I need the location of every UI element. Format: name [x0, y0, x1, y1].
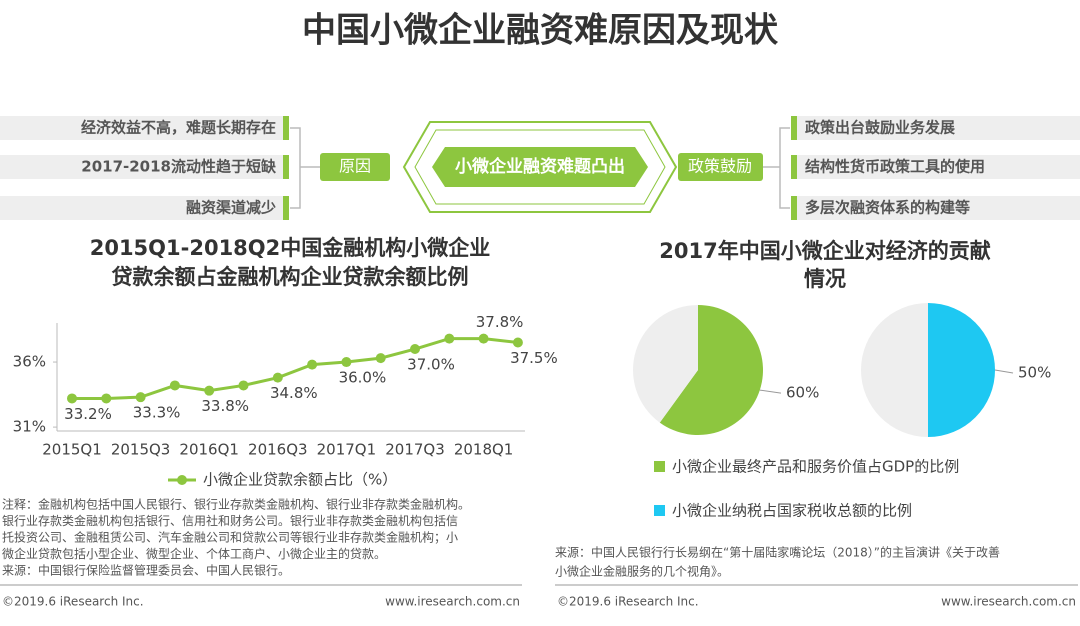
bracket [290, 127, 320, 209]
data-label: 50% [1018, 364, 1051, 382]
point [410, 344, 420, 355]
policy-marker [791, 196, 797, 220]
pie-slice [928, 303, 995, 437]
leader-line [759, 389, 782, 394]
copyright: ©2019.6 iResearch Inc. [557, 595, 699, 609]
center-hex-mid [414, 129, 666, 205]
center-hex-outer [402, 121, 678, 213]
chart-title: 2017年中国小微企业对经济的贡献 [659, 239, 990, 263]
line [72, 337, 519, 400]
data-label: 36.0% [339, 369, 387, 387]
cause-label-box [320, 153, 390, 181]
point [375, 353, 386, 364]
policy-text: 结构性货币政策工具的使用 [805, 158, 985, 176]
cause-marker [283, 155, 289, 179]
point [272, 372, 283, 383]
point [307, 359, 318, 370]
note: 微企业贷款包括小型企业、微型企业、个体工商户、小微企业主的贷款。 [2, 546, 386, 561]
chart-title: 2015Q1-2018Q2中国金融机构小微企业 [90, 236, 491, 260]
website: www.iresearch.com.cn [941, 595, 1076, 609]
note: 来源：中国银行保险监督管理委员会、中国人民银行。 [2, 563, 290, 578]
point [204, 385, 215, 396]
cause-text: 融资渠道减少 [186, 199, 276, 217]
bracket [763, 127, 790, 209]
x-tick-label: 2015Q1 [42, 441, 102, 459]
x-tick-label: 2017Q1 [317, 441, 377, 459]
legend-swatch [654, 461, 665, 472]
cause-bar [0, 155, 283, 179]
pie-slice [659, 305, 763, 435]
cause-text: 经济效益不高，难题长期存在 [81, 119, 276, 137]
y-tick-label: 36% [13, 353, 46, 371]
cause-marker [283, 196, 289, 220]
data-label: 33.3% [133, 404, 181, 422]
x-tick-label: 2016Q1 [179, 441, 239, 459]
point [101, 393, 112, 404]
policy-bar [797, 155, 1080, 179]
policy-bar [797, 116, 1080, 140]
x-tick-label: 2018Q1 [454, 441, 514, 459]
data-label: 37.5% [510, 349, 558, 367]
chart-title: 贷款余额占金融机构企业贷款余额比例 [112, 265, 469, 289]
point [512, 337, 523, 348]
point [135, 392, 146, 403]
data-label: 34.8% [270, 384, 318, 402]
legend-swatch [654, 505, 665, 516]
x-tick-label: 2016Q3 [248, 441, 308, 459]
data-label: 37.8% [476, 313, 524, 331]
legend-text: 小微企业纳税占国家税收总额的比例 [672, 502, 912, 520]
chart-title: 情况 [804, 267, 846, 291]
note: 注释：金融机构包括中国人民银行、银行业存款类金融机构、银行业非存款类金融机构。 [2, 497, 470, 512]
pie-slice [861, 303, 928, 437]
point [67, 393, 77, 404]
legend-text: 小微企业最终产品和服务价值占GDP的比例 [672, 458, 959, 476]
data-label: 60% [786, 384, 819, 402]
data-label: 33.2% [64, 405, 112, 423]
cause-bar [0, 196, 283, 220]
point [169, 380, 180, 391]
copyright: ©2019.6 iResearch Inc. [2, 595, 144, 609]
point [444, 333, 455, 344]
source: 来源：中国人民银行行长易纲在“第十届陆家嘴论坛（2018）”的主旨演讲《关于改善 [555, 545, 1000, 560]
cause-marker [283, 116, 289, 140]
x-tick-label: 2017Q3 [385, 441, 445, 459]
source: 小微企业金融服务的几个视角》。 [555, 564, 729, 579]
legend-text: 小微企业贷款余额占比（%） [203, 471, 397, 489]
pie-slice [632, 305, 698, 423]
policy-bar [797, 196, 1080, 220]
point [341, 357, 352, 368]
policy-label: 政策鼓励 [688, 157, 752, 176]
policy-text: 多层次融资体系的构建等 [805, 199, 970, 217]
leader-line [994, 369, 1014, 374]
note: 银行业存款类金融机构包括银行、信用社和财务公司。银行业非存款类金融机构包括信 [2, 513, 458, 528]
website: www.iresearch.com.cn [385, 595, 520, 609]
policy-marker [791, 116, 797, 140]
x-tick-label: 2015Q3 [111, 441, 171, 459]
point [478, 333, 489, 344]
center-text: 小微企业融资难题凸出 [455, 156, 625, 177]
page-title: 中国小微企业融资难原因及现状 [302, 11, 779, 51]
cause-text: 2017-2018流动性趋于短缺 [81, 158, 277, 176]
cause-bar [0, 116, 283, 140]
note: 托投资公司、金融租赁公司、汽车金融公司和贷款公司等银行业非存款类金融机构；小 [2, 530, 458, 545]
policy-label-box [678, 153, 763, 181]
data-label: 37.0% [407, 356, 455, 374]
cause-label: 原因 [339, 157, 371, 176]
policy-text: 政策出台鼓励业务发展 [805, 119, 955, 137]
policy-marker [791, 155, 797, 179]
y-tick-label: 31% [13, 418, 46, 436]
legend-marker [177, 475, 187, 485]
data-label: 33.8% [201, 397, 249, 415]
point [238, 380, 249, 391]
center-hex [432, 147, 648, 187]
